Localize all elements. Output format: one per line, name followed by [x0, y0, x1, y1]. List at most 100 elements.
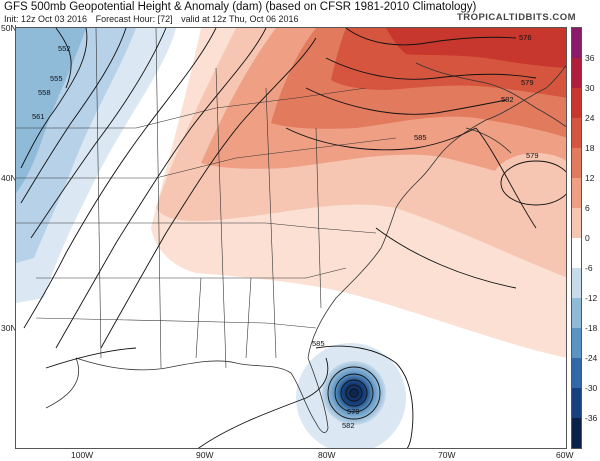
- nova-scotia: [465, 127, 512, 154]
- contour-label-582-hurricane: 582: [342, 421, 355, 430]
- state-borders: [16, 28, 397, 369]
- colorbar-swatch: [572, 58, 581, 89]
- border-1: [16, 222, 377, 234]
- contour-585-south: [315, 345, 414, 448]
- colorbar-swatch: [572, 358, 581, 389]
- contour-561: [30, 28, 167, 239]
- contour-585: [285, 127, 477, 151]
- colorbar: [571, 27, 582, 449]
- colorbar-tick-label: -30: [585, 383, 598, 393]
- contour-label-552: 552: [58, 44, 71, 53]
- contour-585-east: [475, 127, 537, 229]
- colorbar-swatch: [572, 178, 581, 209]
- valid-time: valid at 12z Thu, Oct 06 2016: [181, 14, 299, 24]
- contour-588: [375, 227, 517, 289]
- negative-anomaly-dark: [16, 28, 86, 193]
- colorbar-tick-label: -24: [585, 353, 598, 363]
- border-2: [16, 137, 397, 179]
- contour-label-582: 582: [501, 95, 514, 104]
- border-9: [36, 267, 347, 279]
- border-8: [315, 127, 322, 309]
- contour-label-group: 552 555 558 561 576 579 582 585 579 585 …: [32, 33, 539, 430]
- border-6: [215, 67, 227, 369]
- contour-label-585: 585: [414, 133, 427, 142]
- contour-567: [55, 28, 267, 349]
- contour-label-558: 558: [38, 88, 51, 97]
- lat-label-50n: 50N: [1, 23, 17, 33]
- lon-label-60w: 60W: [556, 450, 574, 460]
- contour-552: [55, 28, 72, 89]
- contour-555: [20, 28, 88, 169]
- colorbar-tick-label: 36: [585, 53, 595, 63]
- contour-579-north: [325, 57, 537, 80]
- init-time: Init: 12z Oct 03 2016: [4, 14, 88, 24]
- colorbar-swatch: [572, 388, 581, 419]
- border-10: [35, 317, 317, 329]
- lat-label-40n: 40N: [1, 173, 17, 183]
- colorbar-swatch: [572, 238, 581, 269]
- contour-label-585-south: 585: [312, 339, 325, 348]
- canada-coast: [415, 62, 566, 128]
- contour-582: [305, 87, 507, 115]
- lon-label-90w: 90W: [196, 450, 214, 460]
- colorbar-swatch: [572, 328, 581, 359]
- map-title: GFS 500mb Geopotential Height & Anomaly …: [4, 1, 477, 13]
- contour-label-579-north: 579: [521, 78, 534, 87]
- gulf-coast-west: [45, 357, 79, 409]
- colorbar-tick-label: 0: [585, 233, 590, 243]
- contour-570: [100, 37, 317, 349]
- header: GFS 500mb Geopotential Height & Anomaly …: [0, 0, 600, 26]
- colorbar-tick-label: -36: [585, 413, 598, 423]
- border-3: [16, 87, 367, 129]
- colorbar-tick-label: 6: [585, 203, 590, 213]
- colorbar-swatch: [572, 28, 581, 59]
- contour-label-576: 576: [519, 33, 532, 42]
- contour-label-579-low: 579: [526, 151, 539, 160]
- map-panel: 552 555 558 561 576 579 582 585 579 585 …: [15, 27, 567, 449]
- lon-label-70w: 70W: [438, 450, 456, 460]
- contour-588-south: [198, 357, 329, 448]
- hurricane-contour-5: [349, 388, 359, 398]
- hurricane-contour-2: [334, 373, 374, 413]
- colorbar-swatch: [572, 208, 581, 239]
- colorbar-tick-label: 12: [585, 173, 595, 183]
- contour-label-579-hurricane: 579: [347, 407, 360, 416]
- map-subtitle: Init: 12z Oct 03 2016 Forecast Hour: [72…: [4, 14, 305, 24]
- lat-label-30n: 30N: [1, 323, 17, 333]
- border-5: [155, 28, 162, 369]
- colorbar-tick-label: 30: [585, 83, 595, 93]
- positive-anomaly-30: [386, 28, 566, 68]
- colorbar-svg: [572, 28, 581, 449]
- contour-576: [345, 28, 517, 46]
- colorbar-swatch: [572, 118, 581, 149]
- hurricane-contour-1: [327, 366, 381, 420]
- contour-558: [20, 28, 127, 204]
- colorbar-tick-label: 18: [585, 143, 595, 153]
- contour-label-555: 555: [50, 74, 63, 83]
- map-svg: 552 555 558 561 576 579 582 585 579 585 …: [16, 28, 566, 448]
- border-7: [265, 87, 277, 359]
- hurricane-contour-4: [345, 384, 363, 402]
- coastlines: [45, 62, 566, 433]
- colorbar-swatch: [572, 298, 581, 329]
- colorbar-tick-label: -12: [585, 293, 598, 303]
- colorbar-tick-label: -18: [585, 323, 598, 333]
- brand-label: TROPICALTIDBITS.COM: [456, 12, 576, 23]
- contour-564: [23, 28, 217, 329]
- east-coast: [75, 64, 566, 433]
- contour-label-561: 561: [32, 112, 45, 121]
- forecast-hour: Forecast Hour: [72]: [95, 14, 173, 24]
- colorbar-swatch: [572, 418, 581, 449]
- hurricane-anomaly-core: [322, 361, 386, 425]
- colorbar-swatch: [572, 148, 581, 179]
- contour-585-west: [45, 347, 137, 369]
- contour-579-low: [500, 160, 566, 206]
- border-4: [95, 28, 102, 359]
- border-11: [195, 277, 252, 359]
- colorbar-tick-label: -6: [585, 263, 593, 273]
- colorbar-swatch: [572, 268, 581, 299]
- hurricane-contour-3: [340, 379, 368, 407]
- height-contours: [20, 28, 566, 448]
- lon-label-100w: 100W: [71, 450, 94, 460]
- lon-label-80w: 80W: [318, 450, 336, 460]
